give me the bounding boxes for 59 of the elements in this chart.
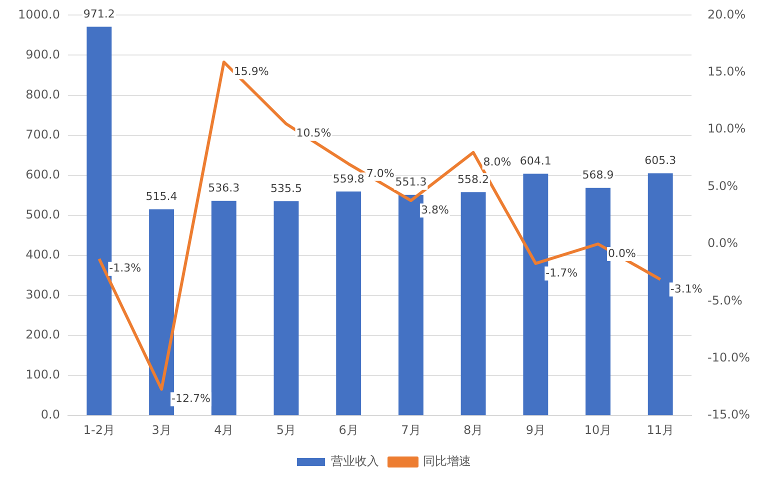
data-label: 15.9% [234, 64, 269, 78]
y2-tick-label: 5.0% [708, 178, 738, 193]
data-label: 605.3 [644, 154, 676, 168]
y-tick-label: 800.0 [26, 87, 60, 102]
data-label: 535.5 [270, 182, 302, 196]
bar [586, 188, 610, 416]
x-tick-label: 10月 [584, 422, 612, 437]
y-tick-label: 200.0 [26, 328, 60, 342]
y-tick-label: 500.0 [26, 208, 60, 222]
data-label: -3.1% [670, 282, 702, 296]
y-tick-label: 300.0 [26, 288, 60, 302]
y-tick-label: 900.0 [26, 47, 60, 62]
y2-tick-label: 20.0% [708, 7, 746, 22]
y-tick-label: 400.0 [26, 248, 60, 262]
data-label: 971.2 [83, 8, 115, 21]
y2-tick-label: 0.0% [708, 236, 738, 250]
data-label: 10.5% [296, 126, 332, 140]
y2-tick-label: -5.0% [708, 293, 742, 308]
bar [460, 192, 486, 416]
data-label: 558.2 [458, 172, 490, 186]
bar [149, 209, 174, 416]
data-label: 8.0% [483, 155, 512, 168]
x-tick-label: 9月 [526, 422, 546, 437]
bar [274, 201, 299, 416]
data-label: -1.3% [109, 262, 142, 275]
x-tick-label: 6月 [338, 422, 358, 437]
data-label: 3.8% [420, 203, 449, 216]
data-label: 551.3 [395, 176, 427, 189]
data-label: -12.7% [172, 392, 210, 406]
y-tick-label: 600.0 [26, 167, 60, 182]
bar [211, 200, 236, 416]
y2-tick-label: 15.0% [708, 64, 746, 79]
x-tick-label: 1-2月 [83, 422, 115, 437]
legend-label: 同比增速 [423, 454, 471, 468]
y-tick-label: 0.0 [40, 408, 60, 422]
y2-tick-label: -10.0% [708, 350, 750, 365]
data-label: 536.3 [208, 182, 240, 195]
data-label: 0.0% [608, 246, 636, 260]
x-tick-label: 11月 [646, 422, 674, 437]
x-tick-label: 7月 [401, 422, 421, 437]
y-tick-label: 100.0 [26, 368, 60, 382]
data-label: -1.7% [546, 266, 578, 280]
bar [648, 173, 673, 416]
x-tick-label: 5月 [276, 422, 296, 437]
x-tick-label: 8月 [463, 422, 484, 437]
data-label: 515.4 [146, 190, 178, 204]
legend-label: 营业收入 [331, 454, 379, 468]
y-tick-label: 700.0 [26, 127, 60, 142]
data-label: 568.9 [582, 168, 614, 182]
data-label: 7.0% [366, 166, 394, 180]
x-tick-label: 4月 [214, 422, 234, 437]
x-tick-label: 3月 [152, 422, 172, 437]
bar [336, 191, 362, 416]
data-label: 559.8 [332, 172, 364, 186]
y-tick-label: 1000.0 [18, 7, 60, 22]
bar [398, 194, 424, 416]
y2-tick-label: 10.0% [708, 122, 746, 136]
y2-tick-label: -15.0% [708, 408, 750, 422]
data-label: 604.1 [520, 154, 552, 168]
